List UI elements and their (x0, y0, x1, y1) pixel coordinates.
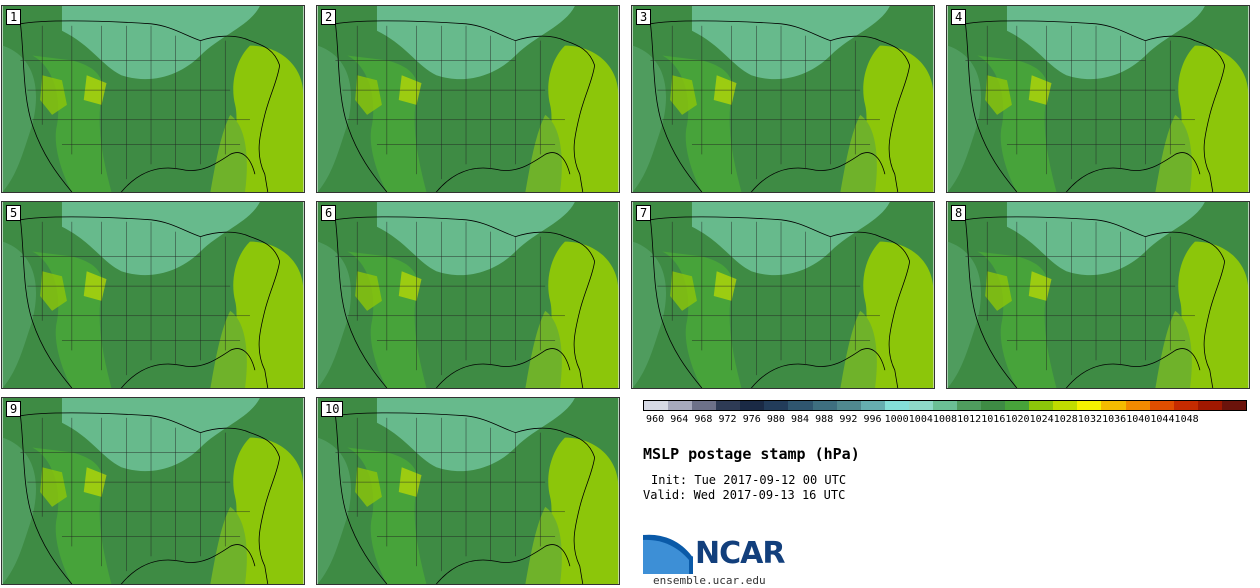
colorbar-tick-label: 1040 (1126, 414, 1151, 425)
map-panel: 2 (316, 5, 620, 193)
colorbar-swatch (1029, 401, 1054, 410)
colorbar-swatch (1005, 401, 1030, 410)
ncar-logo: NCAR (642, 530, 793, 574)
colorbar-tick-label: 992 (839, 414, 858, 425)
map-panel: 6 (316, 201, 620, 389)
map-panel: 9 (1, 397, 305, 585)
map-panel: 8 (946, 201, 1250, 389)
map-image (947, 6, 1249, 192)
colorbar-tick-label: 1000 (884, 414, 909, 425)
colorbar-tick-label: 1004 (908, 414, 933, 425)
colorbar-swatch (1221, 401, 1246, 410)
colorbar-swatch (836, 401, 861, 410)
map-image (947, 202, 1249, 388)
map-panel: 1 (1, 5, 305, 193)
panel-label: 1 (6, 9, 22, 25)
panel-label: 9 (6, 401, 22, 417)
map-panel: 3 (631, 5, 935, 193)
valid-time: Valid: Wed 2017-09-13 16 UTC (643, 488, 846, 502)
colorbar-swatch (860, 401, 885, 410)
map-image (317, 6, 619, 192)
colorbar-swatch (1053, 401, 1078, 410)
colorbar-tick-label: 1012 (957, 414, 982, 425)
colorbar-swatch (644, 401, 669, 410)
panel-label: 4 (951, 9, 967, 25)
colorbar-swatch (932, 401, 958, 410)
colorbar-swatch (692, 401, 717, 410)
chart-title: MSLP postage stamp (hPa) (643, 445, 860, 463)
site-url: ensemble.ucar.edu (653, 574, 766, 587)
colorbar-labels: 960 964 968 972 976 980 984 988 992 996 1000 1004 10… (643, 414, 1247, 428)
colorbar-swatch (1101, 401, 1126, 410)
map-panel: 5 (1, 201, 305, 389)
colorbar-swatch (788, 401, 813, 410)
colorbar-tick-label: 1028 (1053, 414, 1078, 425)
colorbar-tick-label: 980 (766, 414, 785, 425)
colorbar-swatch (812, 401, 837, 410)
colorbar-tick-label: 1008 (932, 414, 958, 425)
panel-label: 3 (636, 9, 652, 25)
colorbar-tick-label: 984 (791, 414, 810, 425)
colorbar-tick-label: 972 (718, 414, 737, 425)
panel-label: 10 (321, 401, 344, 417)
map-panel: 10 (316, 397, 620, 585)
map-image (2, 202, 304, 388)
colorbar-tick-label: 1016 (981, 414, 1006, 425)
colorbar-swatch (957, 401, 982, 410)
colorbar-swatch (908, 401, 933, 410)
colorbar-swatch (1149, 401, 1174, 410)
panel-label: 7 (636, 205, 652, 221)
colorbar-tick-label: 1048 (1174, 414, 1199, 425)
colorbar-tick-label: 996 (863, 414, 882, 425)
colorbar-swatch (1173, 401, 1198, 410)
map-image (2, 398, 304, 584)
map-image (317, 398, 619, 584)
ncar-logo-icon (642, 532, 694, 574)
colorbar-swatch (668, 401, 693, 410)
colorbar-tick-label: 1020 (1005, 414, 1030, 425)
map-panel: 7 (631, 201, 935, 389)
colorbar-swatch (764, 401, 789, 410)
colorbar-swatch (740, 401, 765, 410)
logo-text: NCAR (695, 536, 785, 571)
panel-label: 8 (951, 205, 967, 221)
colorbar-tick-label: 968 (694, 414, 713, 425)
colorbar-tick-label: 1032 (1077, 414, 1102, 425)
colorbar-swatch (1197, 401, 1222, 410)
colorbar-tick-label: 976 (742, 414, 761, 425)
map-image (2, 6, 304, 192)
colorbar-tick-label: 1044 (1150, 414, 1175, 425)
map-image (632, 6, 934, 192)
colorbar-swatch (716, 401, 741, 410)
init-time: Init: Tue 2017-09-12 00 UTC (651, 473, 847, 487)
colorbar-tick-label: 988 (815, 414, 834, 425)
panel-label: 5 (6, 205, 22, 221)
colorbar-swatch (884, 401, 909, 410)
colorbar-tick-label: 960 (646, 414, 665, 425)
colorbar-tick-label: 964 (670, 414, 689, 425)
panel-label: 6 (321, 205, 337, 221)
colorbar-swatch (981, 401, 1006, 410)
colorbar-swatch (1125, 401, 1150, 410)
colorbar (643, 400, 1247, 411)
map-image (317, 202, 619, 388)
colorbar-tick-label: 1036 (1102, 414, 1127, 425)
map-panel: 4 (946, 5, 1250, 193)
panel-label: 2 (321, 9, 337, 25)
colorbar-tick-label: 1024 (1029, 414, 1054, 425)
map-image (632, 202, 934, 388)
colorbar-swatch (1077, 401, 1102, 410)
